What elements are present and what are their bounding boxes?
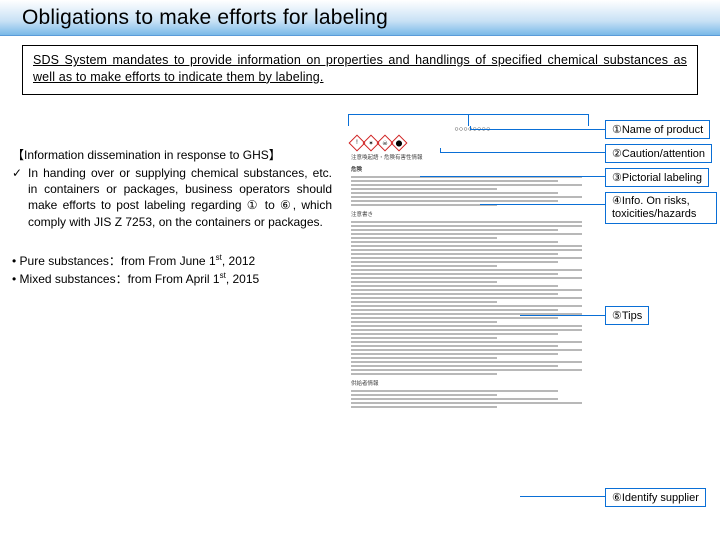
doc-text-block: [351, 221, 594, 375]
leader-line: [470, 126, 471, 130]
ghs-body-text: In handing over or supplying chemical su…: [28, 165, 332, 230]
slide-root: Obligations to make efforts for labeling…: [0, 0, 720, 540]
slide-title: Obligations to make efforts for labeling: [0, 6, 388, 30]
doc-section-label: 供給者情報: [351, 379, 594, 387]
doc-text-block: [351, 390, 594, 408]
doc-signal-word: 危険: [351, 165, 594, 173]
hazard-diamond-icon: ⬤: [391, 135, 408, 152]
leader-line: [520, 315, 605, 316]
label-document-mock: ○○○○○○○○ ! ✶ ☠ ⬤ 注意喚起語・危険有害性情報 危険 注意書き: [345, 120, 600, 528]
callout-pictorial-labeling: ③Pictorial labeling: [605, 168, 709, 187]
callout-text: ⑤Tips: [612, 310, 642, 322]
date-pure-suffix: , 2012: [222, 254, 255, 268]
left-column: 【Information dissemination in response t…: [12, 146, 332, 288]
callout-text: ②Caution/attention: [612, 148, 705, 160]
hazard-glyph: ☠: [380, 138, 390, 148]
doc-section-label: 注意書き: [351, 210, 594, 218]
callout-tips: ⑤Tips: [605, 306, 649, 325]
callout-risk-info: ④Info. On risks, toxicities/hazards: [605, 192, 717, 224]
leader-line: [480, 204, 605, 205]
hazard-glyph: !: [352, 138, 362, 148]
doc-section-label: 注意喚起語・危険有害性情報: [351, 153, 594, 161]
leader-line: [440, 152, 605, 153]
leader-line: [440, 148, 441, 153]
callout-text: ⑥Identify supplier: [612, 492, 699, 504]
date-mixed-prefix: • Mixed substances：from From April 1: [12, 272, 220, 286]
callout-identify-supplier: ⑥Identify supplier: [605, 488, 706, 507]
leader-line: [348, 114, 349, 126]
leader-line: [348, 114, 588, 115]
hazard-glyph: ✶: [366, 138, 376, 148]
intro-text: SDS System mandates to provide informati…: [33, 52, 687, 86]
date-pure-prefix: • Pure substances：from From June 1: [12, 254, 216, 268]
callout-text: ④Info. On risks, toxicities/hazards: [612, 195, 696, 220]
hazard-glyph: ⬤: [394, 138, 404, 148]
date-mixed-suffix: , 2015: [226, 272, 259, 286]
dates-block: • Pure substances：from From June 1st, 20…: [12, 252, 332, 288]
leader-line: [470, 129, 605, 130]
checkmark-icon: ✓: [12, 165, 24, 181]
callout-text: ①Name of product: [612, 124, 703, 136]
leader-line: [588, 114, 589, 126]
intro-box: SDS System mandates to provide informati…: [22, 45, 698, 95]
title-bar: Obligations to make efforts for labeling: [0, 0, 720, 36]
ghs-heading: 【Information dissemination in response t…: [12, 146, 332, 163]
ghs-body: ✓ In handing over or supplying chemical …: [12, 165, 332, 230]
date-pure: • Pure substances：from From June 1st, 20…: [12, 252, 332, 270]
leader-line: [420, 176, 605, 177]
date-mixed: • Mixed substances：from From April 1st, …: [12, 270, 332, 288]
leader-line: [468, 114, 469, 126]
callout-text: ③Pictorial labeling: [612, 172, 702, 184]
leader-line: [520, 496, 605, 497]
doc-text-block: [351, 176, 594, 206]
callout-name-of-product: ①Name of product: [605, 120, 710, 139]
hazard-pictograms: ! ✶ ☠ ⬤: [345, 137, 600, 149]
callout-caution-attention: ②Caution/attention: [605, 144, 712, 163]
